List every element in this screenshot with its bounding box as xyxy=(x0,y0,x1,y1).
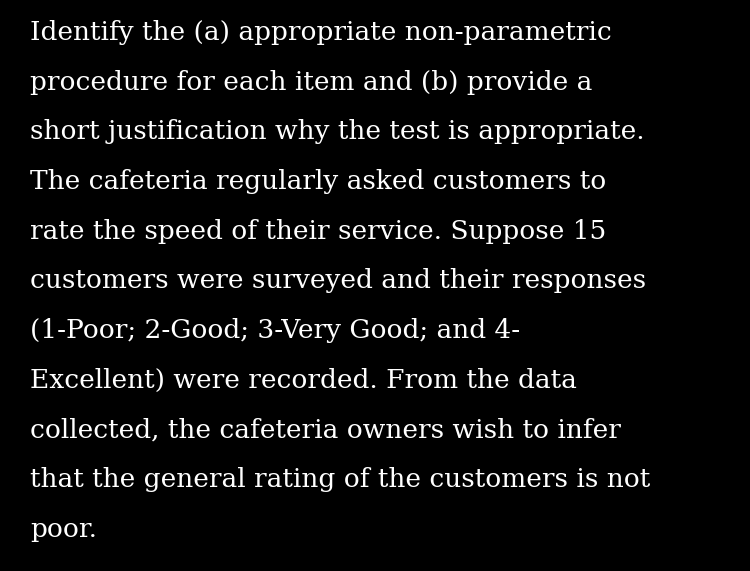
Text: that the general rating of the customers is not: that the general rating of the customers… xyxy=(30,467,650,492)
Text: short justification why the test is appropriate.: short justification why the test is appr… xyxy=(30,119,644,144)
Text: collected, the cafeteria owners wish to infer: collected, the cafeteria owners wish to … xyxy=(30,417,621,443)
Text: (1-Poor; 2-Good; 3-Very Good; and 4-: (1-Poor; 2-Good; 3-Very Good; and 4- xyxy=(30,318,520,343)
Text: rate the speed of their service. Suppose 15: rate the speed of their service. Suppose… xyxy=(30,219,606,244)
Text: customers were surveyed and their responses: customers were surveyed and their respon… xyxy=(30,268,646,293)
Text: The cafeteria regularly asked customers to: The cafeteria regularly asked customers … xyxy=(30,169,606,194)
Text: procedure for each item and (b) provide a: procedure for each item and (b) provide … xyxy=(30,70,592,95)
Text: Excellent) were recorded. From the data: Excellent) were recorded. From the data xyxy=(30,368,577,393)
Text: Identify the (a) appropriate non-parametric: Identify the (a) appropriate non-paramet… xyxy=(30,20,612,45)
Text: poor.: poor. xyxy=(30,517,97,542)
